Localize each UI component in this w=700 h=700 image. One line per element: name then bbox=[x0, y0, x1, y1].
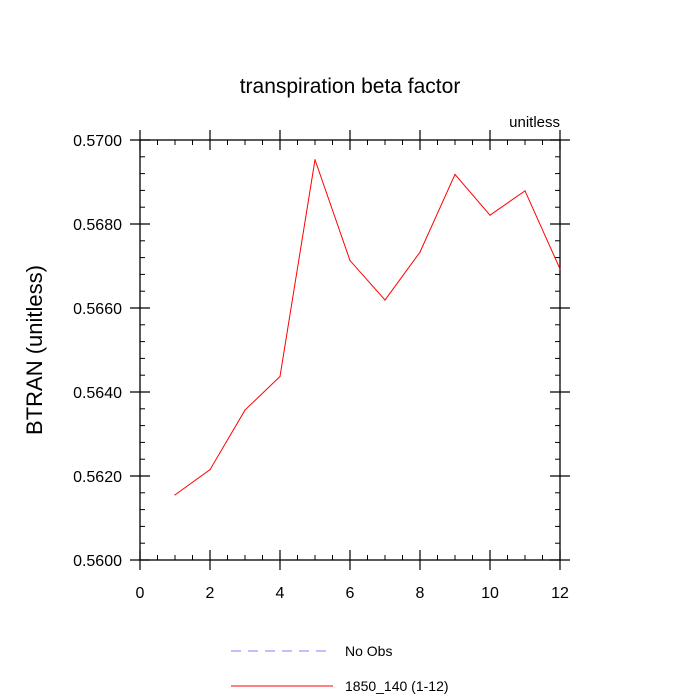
y-tick-label-4: 0.5680 bbox=[73, 217, 122, 234]
y-tick-label-5: 0.5700 bbox=[73, 133, 122, 150]
series-group bbox=[174, 159, 561, 496]
data-point-8 bbox=[454, 173, 456, 176]
data-point-10 bbox=[524, 190, 526, 192]
legend: No Obs 1850_140 (1-12) bbox=[231, 643, 449, 694]
units-label: unitless bbox=[509, 114, 560, 131]
data-point-0 bbox=[174, 494, 176, 496]
x-tick-label-2: 4 bbox=[276, 585, 285, 602]
data-point-2 bbox=[244, 409, 246, 411]
series-line-0 bbox=[174, 159, 561, 496]
x-tick-label-4: 8 bbox=[416, 585, 425, 602]
x-tick-label-3: 6 bbox=[346, 585, 355, 602]
data-point-1 bbox=[209, 469, 211, 471]
x-tick-label-1: 2 bbox=[206, 585, 215, 602]
y-tick-label-1: 0.5620 bbox=[73, 469, 122, 486]
legend-label-0: No Obs bbox=[345, 643, 392, 659]
data-point-3 bbox=[279, 375, 281, 378]
y-tick-label-2: 0.5640 bbox=[73, 385, 122, 402]
x-tick-labels: 0 2 4 6 8 10 12 bbox=[136, 585, 569, 602]
x-tick-label-5: 10 bbox=[481, 585, 499, 602]
data-point-5 bbox=[349, 259, 351, 262]
plot-frame bbox=[139, 139, 561, 561]
data-point-7 bbox=[419, 251, 421, 253]
axis-ticks bbox=[130, 130, 570, 570]
y-tick-label-3: 0.5660 bbox=[73, 301, 122, 318]
chart-title: transpiration beta factor bbox=[240, 75, 461, 98]
data-point-6 bbox=[384, 299, 386, 301]
data-point-9 bbox=[489, 214, 491, 216]
legend-label-1: 1850_140 (1-12) bbox=[345, 678, 449, 694]
y-axis-label: BTRAN (unitless) bbox=[22, 265, 47, 435]
x-tick-label-6: 12 bbox=[551, 585, 569, 602]
data-point-11 bbox=[559, 268, 561, 270]
y-tick-label-0: 0.5600 bbox=[73, 553, 122, 570]
data-point-4 bbox=[314, 159, 316, 161]
x-tick-label-0: 0 bbox=[136, 585, 145, 602]
y-tick-labels: 0.5600 0.5620 0.5640 0.5660 0.5680 0.5700 bbox=[73, 133, 122, 570]
